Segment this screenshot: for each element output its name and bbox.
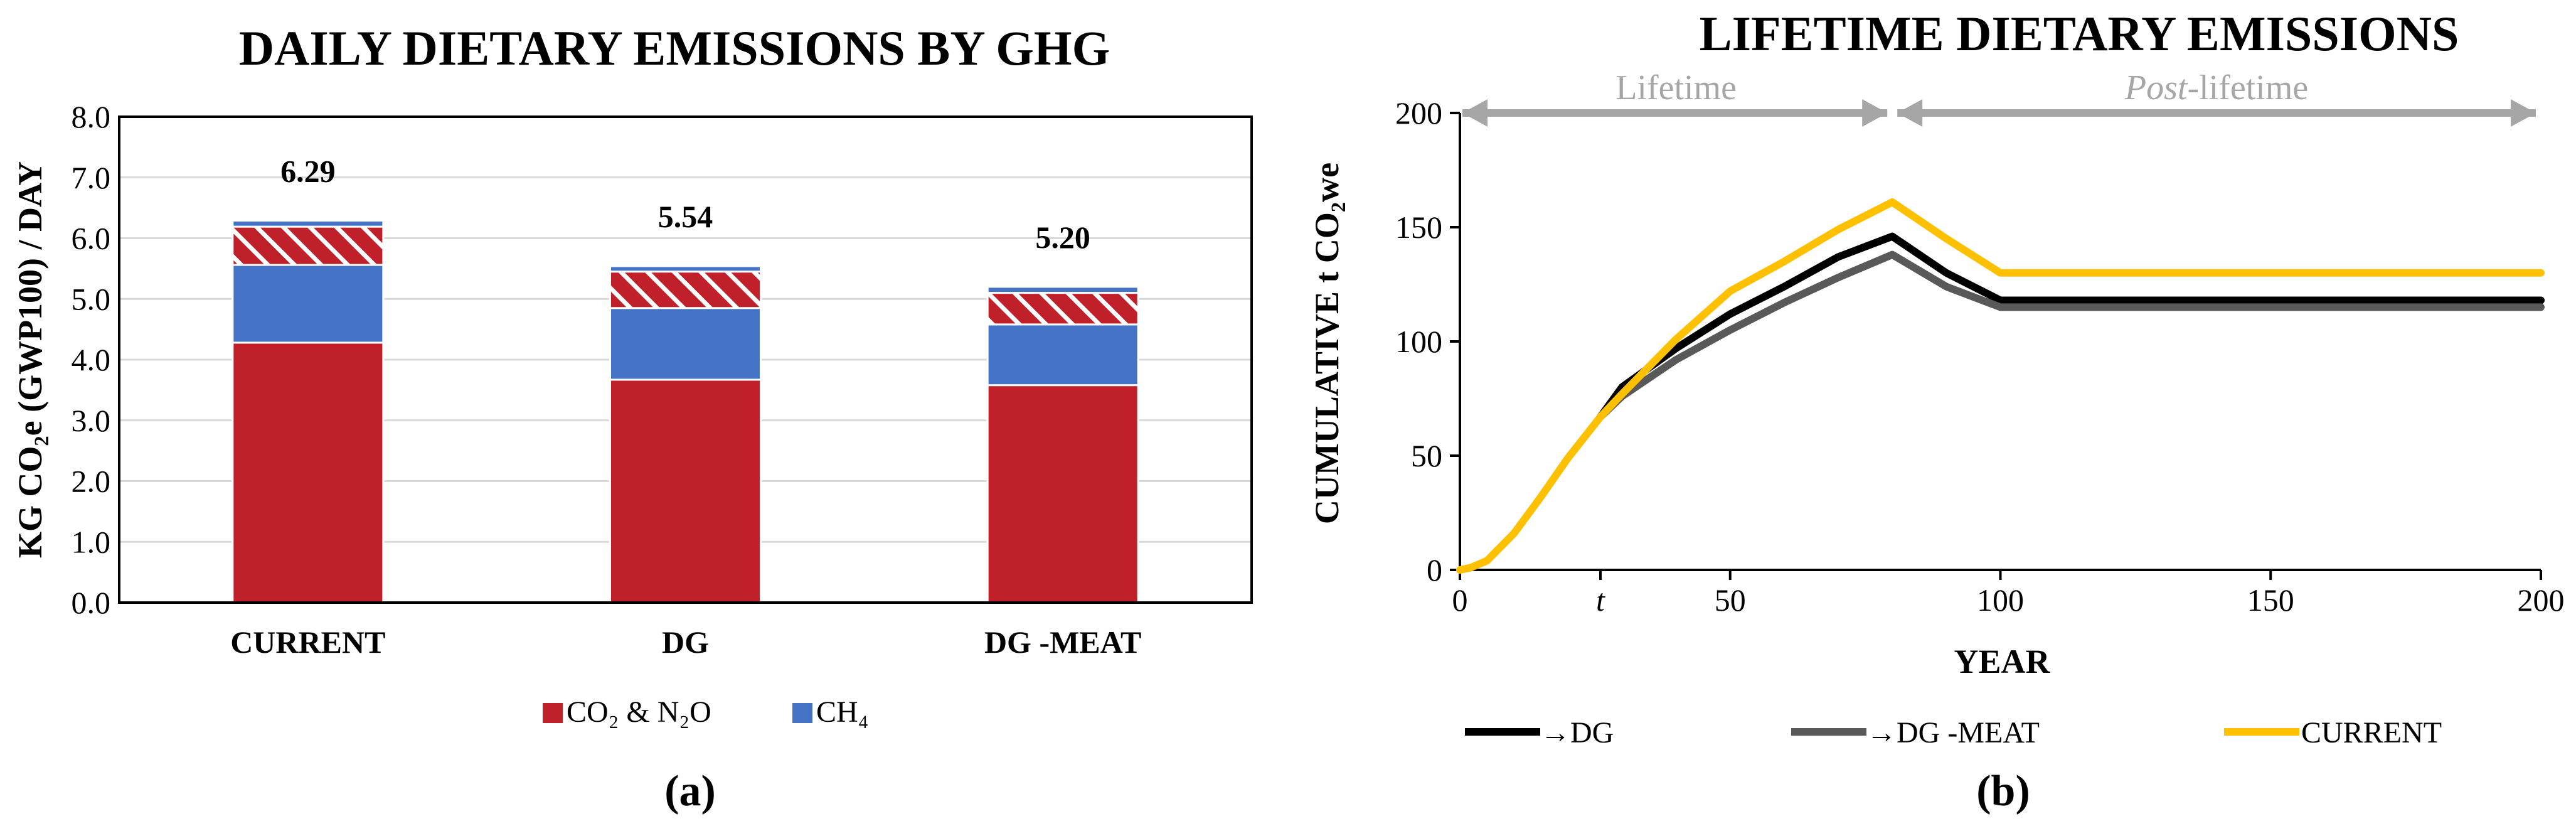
line-chart-series xyxy=(1456,198,2545,574)
x-tick-label: 50 xyxy=(1715,582,1746,618)
bar-chart-total-labels: 6.29 5.54 5.20 xyxy=(280,153,1090,254)
legend-label-ch4: CH₄ xyxy=(816,695,868,729)
phase-label-lifetime: Lifetime xyxy=(1615,68,1737,107)
legend-label-dg-meat: →DG -MEAT xyxy=(1866,716,2040,749)
x-tick-label: 200 xyxy=(2518,582,2565,618)
y-tick-label: 7.0 xyxy=(72,160,111,195)
x-tick-label: 150 xyxy=(2247,582,2294,618)
legend-label-co2-n2o: CO₂ & N₂O xyxy=(567,695,711,729)
bar-segment xyxy=(232,341,385,604)
series-line xyxy=(1456,198,2545,574)
y-tick-label: 0.0 xyxy=(72,585,111,620)
panel-label-b: (b) xyxy=(1976,767,2030,815)
category-label: DG -MEAT xyxy=(984,625,1141,660)
line-chart-legend: →DG →DG -MEAT CURRENT xyxy=(1465,716,2442,749)
x-tick-label: 0 xyxy=(1452,582,1468,618)
phase-label-post-lifetime: Post-lifetime xyxy=(2124,68,2308,107)
bar-total-label: 5.54 xyxy=(658,199,713,234)
line-chart: LIFETIME DIETARY EMISSIONS 0501001502000… xyxy=(1308,6,2565,815)
bar-segment xyxy=(986,292,1139,326)
bar-chart-legend: CO₂ & N₂O CH₄ xyxy=(543,695,868,729)
bar-segment xyxy=(232,264,385,344)
phase-arrow-head xyxy=(1462,99,1488,127)
legend-swatch-ch4 xyxy=(792,703,812,723)
y-tick-label: 4.0 xyxy=(72,342,111,377)
panel-label-a: (a) xyxy=(664,767,716,815)
line-chart-phase-arrows: Lifetime Post-lifetime xyxy=(1462,68,2536,127)
bar-segment xyxy=(232,219,385,228)
line-chart-x-axis-title: YEAR xyxy=(1954,643,2050,680)
line-chart-ticks: 0 50 100 150 200 0 t 50 100 150 200 xyxy=(1395,95,2565,618)
phase-arrow-head xyxy=(2511,99,2536,127)
bar-segment xyxy=(609,378,762,604)
bar-segment xyxy=(986,286,1139,294)
phase-arrow-head xyxy=(1862,99,1888,127)
bar-segment xyxy=(609,271,762,309)
bar-chart-title: DAILY DIETARY EMISSIONS BY GHG xyxy=(239,21,1110,75)
x-tick-label: t xyxy=(1596,582,1605,618)
bar-segment xyxy=(232,225,385,266)
y-tick-label: 100 xyxy=(1395,324,1442,359)
bar-total-label: 6.29 xyxy=(280,153,336,188)
legend-swatch-co2-n2o xyxy=(543,703,563,723)
category-label: DG xyxy=(662,625,709,660)
line-chart-title: LIFETIME DIETARY EMISSIONS xyxy=(1700,6,2459,61)
bar-chart: DAILY DIETARY EMISSIONS BY GHG 0.0 1.0 2.0… xyxy=(11,21,1253,815)
y-tick-label: 3.0 xyxy=(72,403,111,438)
series-line xyxy=(1597,250,2545,421)
legend-label-current: CURRENT xyxy=(2301,716,2442,749)
y-tick-label: 8.0 xyxy=(72,99,111,134)
bar-chart-y-ticks: 0.0 1.0 2.0 3.0 4.0 5.0 6.0 7.0 8.0 xyxy=(72,99,111,620)
bar-segment xyxy=(986,384,1139,604)
y-tick-label: 2.0 xyxy=(72,464,111,499)
y-tick-label: 50 xyxy=(1411,438,1442,473)
y-tick-label: 6.0 xyxy=(72,221,111,256)
y-tick-label: 200 xyxy=(1395,95,1442,131)
bar-chart-y-axis-title: KG CO₂e (GWP100) / DAY xyxy=(11,161,49,558)
bar-chart-categories: CURRENT DG DG -MEAT xyxy=(230,625,1141,660)
y-tick-label: 150 xyxy=(1395,210,1442,245)
line-chart-y-axis-title: CUMULATIVE t CO₂we xyxy=(1308,163,1346,524)
legend-label-dg: →DG xyxy=(1540,716,1614,749)
bar-chart-plot-frame xyxy=(118,115,1253,604)
bar-segment xyxy=(986,323,1139,387)
bar-segment xyxy=(609,265,762,273)
bar-segment xyxy=(609,307,762,381)
y-tick-label: 1.0 xyxy=(72,524,111,559)
x-tick-label: 100 xyxy=(1977,582,2024,618)
y-tick-label: 0 xyxy=(1427,552,1442,588)
bar-total-label: 5.20 xyxy=(1035,220,1090,255)
phase-arrow-head xyxy=(1897,99,1923,127)
bar-chart-bars xyxy=(232,219,1139,604)
category-label: CURRENT xyxy=(230,625,385,660)
y-tick-label: 5.0 xyxy=(72,281,111,316)
